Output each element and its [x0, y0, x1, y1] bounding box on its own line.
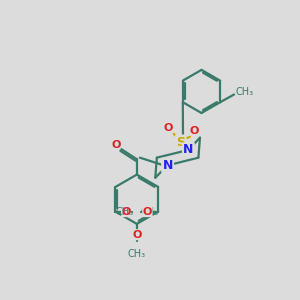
Text: O: O: [122, 207, 131, 217]
Text: CH₃: CH₃: [236, 87, 254, 97]
Text: CH₃: CH₃: [116, 207, 134, 217]
Text: CH₃: CH₃: [128, 248, 146, 259]
Text: O: O: [189, 127, 199, 136]
Text: O: O: [111, 140, 121, 150]
Text: N: N: [183, 143, 194, 157]
Text: O: O: [164, 123, 173, 133]
Text: O: O: [132, 230, 142, 240]
Text: CH₃: CH₃: [140, 207, 158, 217]
Text: N: N: [162, 159, 173, 172]
Text: O: O: [143, 207, 152, 217]
Text: S: S: [176, 136, 185, 149]
